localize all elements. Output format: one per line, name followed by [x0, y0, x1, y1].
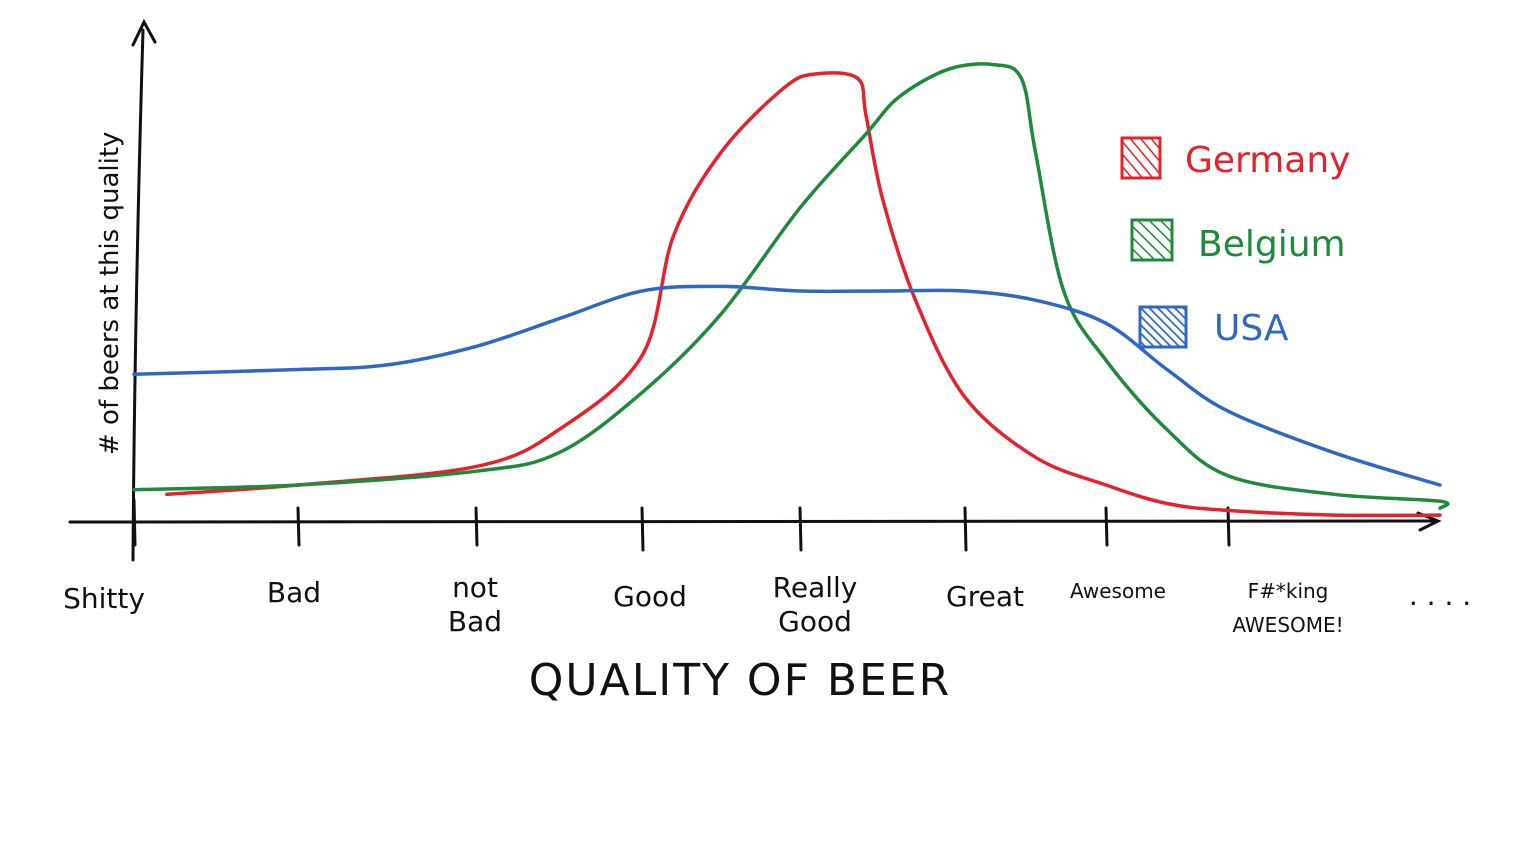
x-tick	[963, 506, 968, 552]
x-tick-label: Good	[613, 580, 687, 613]
legend-label-usa: USA	[1214, 308, 1289, 349]
y-axis-line	[131, 28, 145, 562]
x-tick	[474, 506, 479, 547]
legend: Germany Belgium USA	[1120, 136, 1350, 349]
x-axis-line	[68, 519, 1437, 527]
series-line-usa	[132, 284, 1442, 487]
x-tick-labels: Shitty Bad not Bad Good Really Good Great Awesom…	[63, 571, 1471, 638]
y-axis-label: # of beers at this quality	[95, 132, 125, 455]
x-tick	[640, 506, 645, 552]
y-axis-arrow	[131, 18, 157, 47]
x-tick-label: Bad	[267, 576, 321, 609]
x-tick-label: not Bad	[448, 571, 502, 638]
legend-swatch-usa	[1138, 305, 1188, 349]
x-tick	[1104, 506, 1109, 547]
x-tick-label: Great	[946, 580, 1024, 613]
x-tick	[798, 506, 803, 552]
legend-swatch-germany	[1120, 136, 1162, 180]
x-ticks	[132, 498, 1231, 552]
legend-label-belgium: Belgium	[1198, 224, 1346, 265]
x-tick-label: F#*king AWESOME!	[1232, 579, 1343, 637]
x-tick	[1226, 506, 1231, 547]
series-line-belgium	[132, 62, 1450, 510]
x-tick-label: Awesome	[1070, 579, 1166, 603]
x-tick	[296, 506, 301, 547]
x-tick-label: . . . .	[1409, 579, 1471, 612]
x-tick	[132, 498, 137, 547]
legend-label-germany: Germany	[1185, 140, 1350, 181]
x-tick-label: Really Good	[773, 571, 858, 638]
x-tick-label: Shitty	[63, 582, 145, 615]
series-lines	[132, 62, 1450, 518]
legend-swatch-belgium	[1130, 218, 1174, 262]
x-axis-label: QUALITY OF BEER	[529, 655, 951, 706]
series-line-germany	[165, 71, 1442, 518]
